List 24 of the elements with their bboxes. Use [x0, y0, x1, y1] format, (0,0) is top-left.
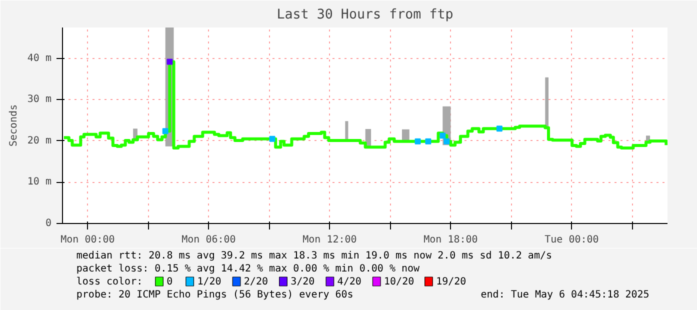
text: median rtt: 20.8 ms avg 39.2 ms max 18.3 ms min 19.0 ms now 2.0 ms sd 10.2 am/s [76, 250, 552, 262]
y-tick-label: 0 [45, 218, 52, 229]
legend-label: 4/20 [337, 276, 362, 288]
chart-title: Last 30 Hours from ftp [276, 8, 454, 22]
legend-label: 1/20 [197, 276, 222, 288]
x-tick-label: Mon 18:00 [424, 234, 478, 246]
y-tick-label: 10 m [27, 176, 52, 188]
legend-label: 19/20 [436, 276, 466, 288]
x-tick-label: Tue 00:00 [544, 234, 599, 246]
y-tick-label: 30 m [27, 94, 52, 106]
y-tick-label: 40 m [27, 52, 52, 64]
y-axis-title: Seconds [8, 104, 20, 147]
legend-title: loss color: [76, 276, 143, 288]
text: probe: 20 ICMP Echo Pings (56 Bytes) every 60s [76, 290, 354, 300]
x-tick-label: Mon 12:00 [302, 234, 357, 246]
text: end: Tue May 6 04:45:18 2025 [480, 290, 650, 300]
legend-label: 2/20 [244, 276, 268, 288]
legend-label: 0 [166, 276, 173, 288]
legend-label: 3/20 [290, 276, 315, 288]
text: packet loss: 0.15 % avg 14.42 % max 0.00 % min 0.00 % now [76, 264, 421, 274]
y-tick-label: 20 m [27, 135, 52, 146]
x-tick-label: Mon 06:00 [182, 234, 236, 246]
x-tick-label: Mon 00:00 [60, 234, 115, 246]
legend-label: 10/20 [384, 276, 414, 288]
